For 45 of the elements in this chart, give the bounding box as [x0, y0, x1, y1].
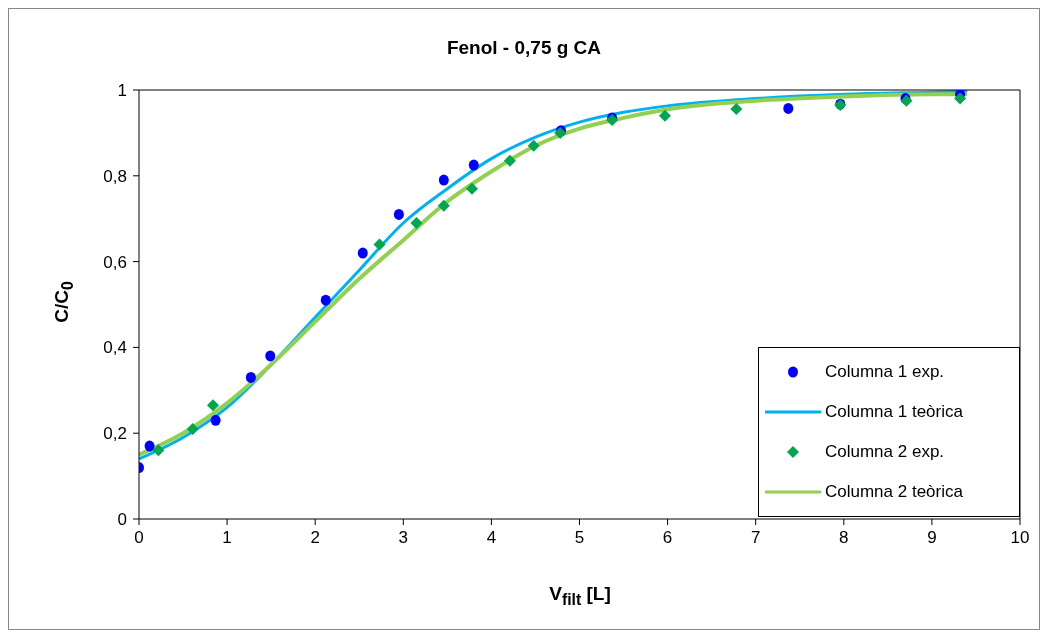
x-tick-label: 3 [398, 528, 409, 548]
point [357, 247, 368, 259]
point [527, 139, 540, 152]
y-tick-label: 0,4 [103, 338, 127, 358]
point [438, 174, 449, 186]
y-tick-label: 1 [117, 81, 127, 101]
point [373, 238, 386, 251]
x-tick-label: 0 [134, 528, 144, 548]
x-tick-label: 2 [310, 528, 320, 548]
point [320, 294, 331, 306]
point [954, 92, 967, 105]
y-tick-label: 0 [117, 510, 127, 530]
x-tick-label: 1 [222, 528, 232, 548]
point [466, 182, 479, 195]
x-tick-label: 6 [662, 528, 673, 548]
point [210, 414, 221, 426]
legend-label: Columna 2 exp. [825, 442, 945, 462]
x-tick-label: 4 [486, 528, 497, 548]
point [783, 102, 794, 114]
legend-label: Columna 1 exp. [825, 362, 945, 382]
x-tick-label: 8 [839, 528, 849, 548]
point [503, 154, 516, 167]
point [207, 399, 219, 412]
point [437, 199, 450, 212]
x-axis-title: V$_{filt}$ [L] [548, 583, 612, 609]
point [152, 444, 165, 457]
y-tick-label: 0,6 [103, 252, 127, 272]
point [468, 159, 479, 171]
x-tick-label: 7 [750, 528, 761, 548]
point [186, 422, 199, 435]
x-tick-label: 5 [574, 528, 585, 548]
x-tick-label: 9 [927, 528, 937, 548]
legend-label: Columna 1 teòrica [825, 402, 963, 422]
point [245, 371, 256, 383]
point [265, 350, 276, 362]
chart-title: Fenol - 0,75 g CA [445, 37, 603, 59]
y-tick-label: 0,2 [103, 424, 127, 444]
point [393, 208, 404, 220]
legend-label: Columna 2 teòrica [825, 482, 963, 502]
y-tick-label: 0,8 [103, 166, 127, 186]
point [410, 216, 423, 229]
x-tick-label: 10 [1010, 528, 1030, 548]
point [144, 440, 155, 452]
point [730, 102, 743, 115]
point [658, 109, 671, 122]
